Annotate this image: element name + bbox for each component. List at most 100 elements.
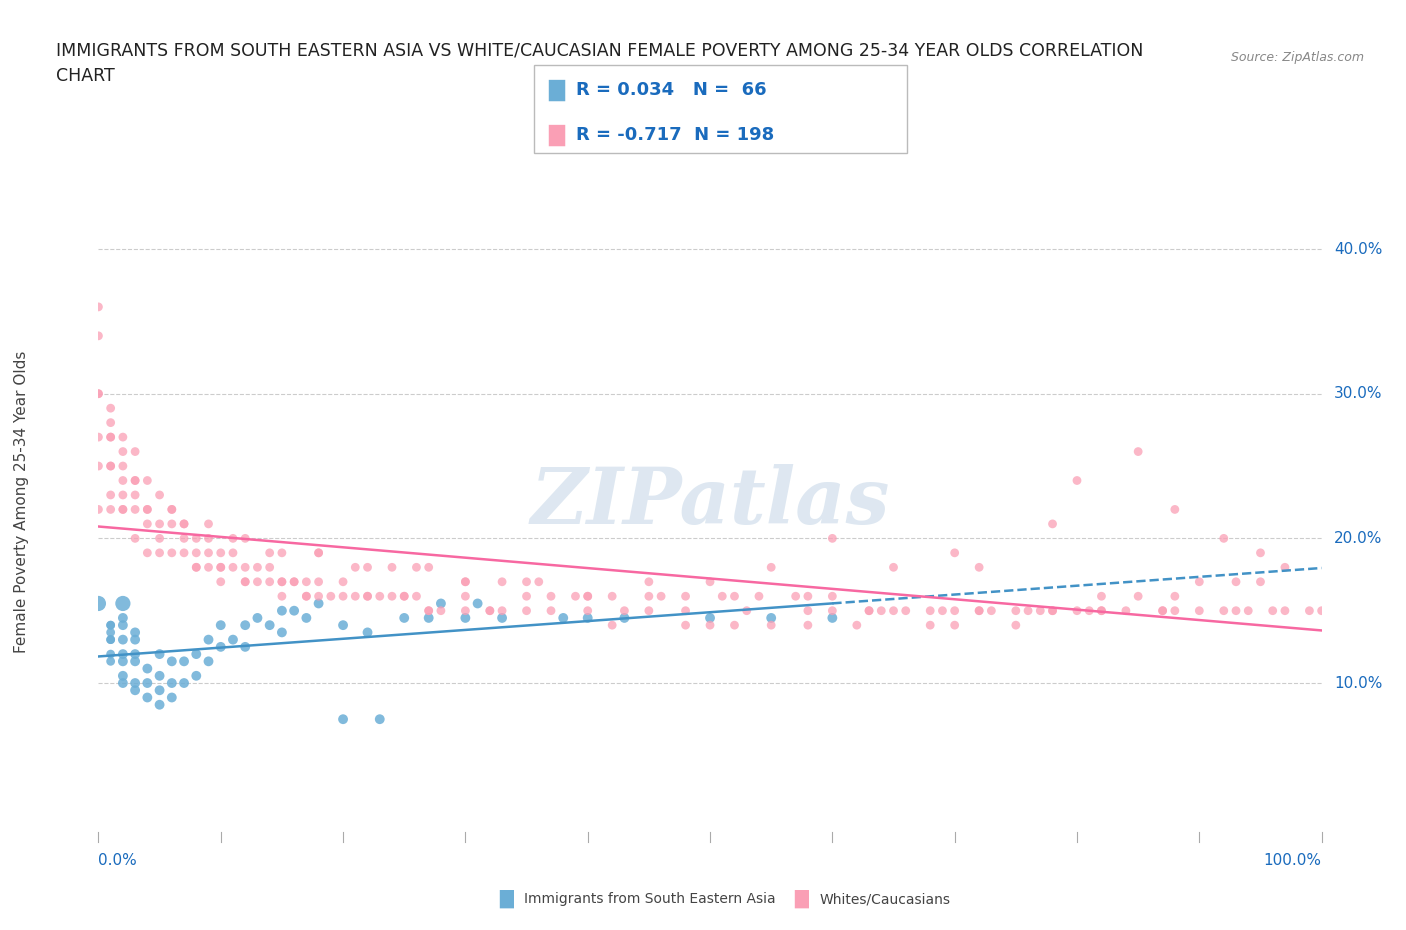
Point: [259, 575, 281, 590]
Point: [540, 604, 562, 618]
Point: [233, 531, 256, 546]
Point: [87, 502, 110, 517]
Point: [1066, 473, 1088, 488]
Point: [491, 575, 513, 590]
Point: [931, 604, 953, 618]
Text: Source: ZipAtlas.com: Source: ZipAtlas.com: [1230, 51, 1364, 64]
Point: [1212, 604, 1234, 618]
Point: [186, 531, 208, 546]
Point: [1164, 604, 1187, 618]
Point: [1249, 575, 1271, 590]
Point: [699, 610, 721, 625]
Point: [418, 604, 440, 618]
Point: [87, 299, 110, 314]
Point: [943, 604, 966, 618]
Point: [1164, 589, 1187, 604]
Point: [259, 560, 281, 575]
Text: 100.0%: 100.0%: [1264, 853, 1322, 868]
Point: [259, 545, 281, 560]
Point: [100, 487, 122, 502]
Point: [149, 669, 172, 684]
Point: [308, 575, 330, 590]
Point: [111, 596, 134, 611]
Point: [1128, 445, 1150, 459]
Point: [111, 632, 134, 647]
Point: [149, 487, 172, 502]
Point: [405, 589, 427, 604]
Point: [1237, 604, 1260, 618]
Point: [100, 618, 122, 632]
Point: [368, 711, 391, 726]
Point: [883, 604, 905, 618]
Point: [675, 618, 697, 632]
Point: [124, 675, 146, 690]
Point: [564, 589, 586, 604]
Point: [430, 604, 453, 618]
Point: [723, 589, 745, 604]
Point: [1274, 604, 1296, 618]
Point: [1249, 545, 1271, 560]
Point: [100, 618, 122, 632]
Point: [87, 596, 110, 611]
Text: █: █: [794, 890, 808, 909]
Point: [1017, 604, 1039, 618]
Point: [454, 604, 477, 618]
Point: [209, 640, 232, 655]
Point: [1004, 618, 1026, 632]
Point: [454, 589, 477, 604]
Point: [111, 618, 134, 632]
Text: IMMIGRANTS FROM SOUTH EASTERN ASIA VS WHITE/CAUCASIAN FEMALE POVERTY AMONG 25-34: IMMIGRANTS FROM SOUTH EASTERN ASIA VS WH…: [56, 42, 1143, 60]
Point: [1164, 502, 1187, 517]
Point: [319, 589, 342, 604]
Point: [160, 545, 183, 560]
Point: [967, 604, 990, 618]
Point: [100, 430, 122, 445]
Point: [100, 415, 122, 430]
Point: [87, 430, 110, 445]
Point: [797, 604, 820, 618]
Point: [478, 604, 501, 618]
Point: [222, 531, 245, 546]
Point: [111, 610, 134, 625]
Point: [160, 502, 183, 517]
Point: [160, 654, 183, 669]
Point: [124, 531, 146, 546]
Point: [111, 473, 134, 488]
Point: [124, 473, 146, 488]
Point: [136, 690, 159, 705]
Point: [675, 589, 697, 604]
Point: [356, 625, 378, 640]
Point: [761, 618, 783, 632]
Point: [186, 560, 208, 575]
Text: Female Poverty Among 25-34 Year Olds: Female Poverty Among 25-34 Year Olds: [14, 351, 28, 654]
Point: [124, 473, 146, 488]
Point: [100, 632, 122, 647]
Point: [283, 575, 305, 590]
Point: [270, 589, 294, 604]
Point: [1115, 604, 1137, 618]
Text: CHART: CHART: [56, 67, 115, 85]
Point: [197, 516, 219, 531]
Text: R = 0.034   N =  66: R = 0.034 N = 66: [576, 81, 768, 100]
Point: [1225, 604, 1247, 618]
Text: R = -0.717  N = 198: R = -0.717 N = 198: [576, 126, 775, 144]
Point: [111, 445, 134, 459]
Point: [785, 589, 807, 604]
Point: [136, 661, 159, 676]
Point: [1212, 531, 1234, 546]
Point: [332, 618, 354, 632]
Point: [136, 473, 159, 488]
Point: [1042, 604, 1064, 618]
Point: [270, 625, 294, 640]
Point: [149, 646, 172, 661]
Point: [418, 610, 440, 625]
Point: [943, 618, 966, 632]
Point: [515, 604, 537, 618]
Text: Whites/Caucasians: Whites/Caucasians: [820, 892, 950, 907]
Point: [356, 589, 378, 604]
Point: [246, 560, 269, 575]
Point: [1188, 575, 1211, 590]
Point: [356, 560, 378, 575]
Point: [576, 610, 599, 625]
Point: [173, 654, 195, 669]
